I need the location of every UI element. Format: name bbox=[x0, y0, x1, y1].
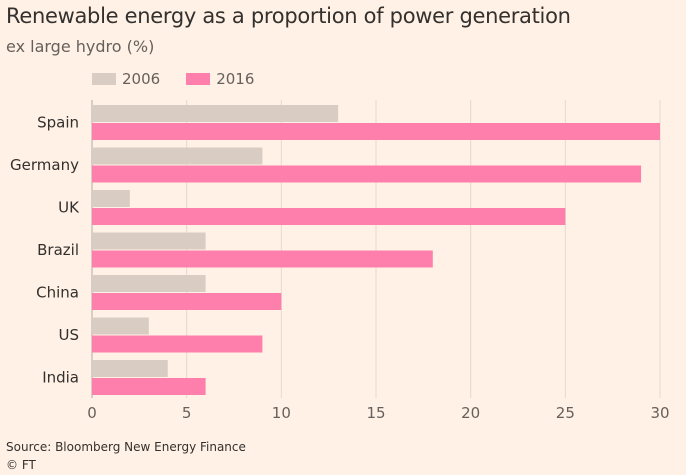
legend-item-2006: 2006 bbox=[92, 70, 160, 88]
bar-germany-2006 bbox=[92, 147, 263, 165]
source-note: Source: Bloomberg New Energy Finance bbox=[6, 440, 246, 454]
bar-us-2016 bbox=[92, 335, 263, 353]
bar-india-2006 bbox=[92, 360, 168, 377]
bar-us-2006 bbox=[92, 317, 149, 335]
bar-india-2016 bbox=[92, 378, 206, 395]
bar-china-2006 bbox=[92, 275, 206, 292]
legend-item-2016: 2016 bbox=[186, 70, 254, 88]
bar-spain-2016 bbox=[92, 123, 660, 140]
category-label-us: US bbox=[58, 326, 79, 344]
bar-brazil-2006 bbox=[92, 232, 206, 250]
x-tick-label-25: 25 bbox=[556, 404, 575, 422]
bar-uk-2016 bbox=[92, 208, 566, 225]
x-tick-label-15: 15 bbox=[366, 404, 385, 422]
bar-brazil-2016 bbox=[92, 250, 433, 268]
category-label-china: China bbox=[36, 284, 79, 302]
x-tick-label-0: 0 bbox=[87, 404, 97, 422]
category-label-spain: Spain bbox=[37, 114, 79, 132]
credit-note: © FT bbox=[6, 458, 36, 472]
category-label-brazil: Brazil bbox=[37, 241, 79, 259]
x-tick-label-20: 20 bbox=[461, 404, 480, 422]
legend-label-2006: 2006 bbox=[122, 70, 161, 88]
bar-chart: Spain Germany UK Brazil China US India 0 5 10 15 20… bbox=[10, 100, 670, 422]
x-tick-label-30: 30 bbox=[650, 404, 669, 422]
legend-swatch-2016 bbox=[186, 73, 211, 85]
x-tick-label-5: 5 bbox=[182, 404, 192, 422]
legend-swatch-2006 bbox=[92, 73, 116, 85]
x-tick-label-10: 10 bbox=[272, 404, 291, 422]
bar-uk-2006 bbox=[92, 190, 130, 207]
category-label-germany: Germany bbox=[10, 156, 79, 174]
category-label-india: India bbox=[42, 369, 79, 387]
chart-legend: 2006 2016 bbox=[92, 69, 280, 89]
legend-label-2016: 2016 bbox=[216, 70, 255, 88]
chart-subtitle: ex large hydro (%) bbox=[6, 37, 155, 56]
chart-title: Renewable energy as a proportion of powe… bbox=[6, 4, 571, 28]
bar-germany-2016 bbox=[92, 165, 642, 183]
category-label-uk: UK bbox=[58, 199, 80, 217]
bar-china-2016 bbox=[92, 293, 282, 310]
bar-spain-2006 bbox=[92, 105, 339, 122]
